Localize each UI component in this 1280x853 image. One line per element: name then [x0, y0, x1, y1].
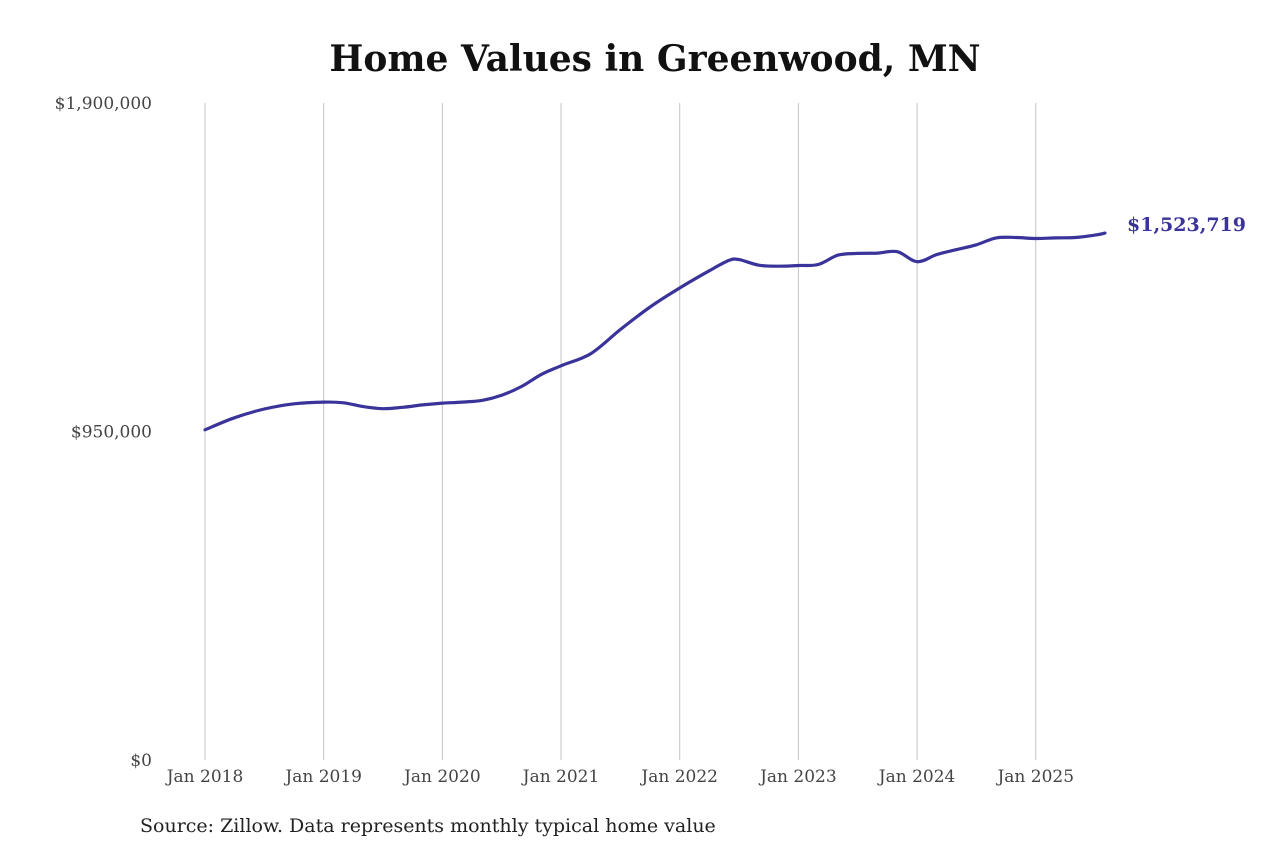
- x-tick-label: Jan 2020: [402, 767, 481, 787]
- x-tick-label: Jan 2018: [165, 767, 244, 787]
- series-line: [203, 231, 1107, 432]
- y-tick-label: $1,900,000: [55, 94, 152, 114]
- x-tick-label: Jan 2019: [283, 767, 362, 787]
- y-tick-label: $0: [130, 751, 152, 771]
- chart-title: Home Values in Greenwood, MN: [329, 38, 981, 80]
- x-tick-label: Jan 2022: [639, 767, 718, 787]
- x-tick-label: Jan 2023: [758, 767, 837, 787]
- x-tick-label: Jan 2024: [877, 767, 956, 787]
- y-tick-label: $950,000: [71, 423, 152, 443]
- x-tick-label: Jan 2021: [521, 767, 600, 787]
- x-tick-label: Jan 2025: [995, 767, 1074, 787]
- source-note: Source: Zillow. Data represents monthly …: [140, 815, 716, 837]
- end-value-label: $1,523,719: [1127, 214, 1246, 236]
